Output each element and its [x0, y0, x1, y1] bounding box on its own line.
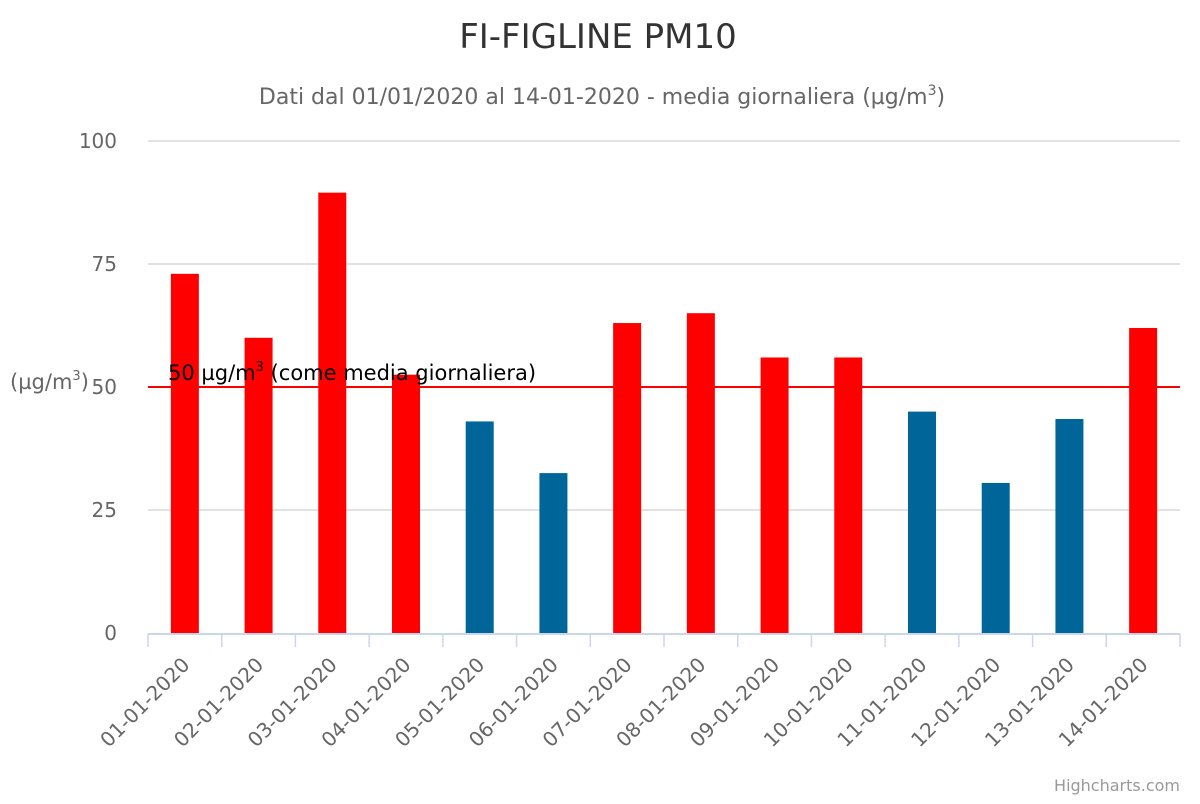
bar[interactable]: [465, 421, 494, 633]
y-tick-label: 25: [92, 498, 117, 522]
y-tick-label: 50: [92, 375, 117, 399]
bar[interactable]: [539, 473, 568, 633]
x-axis-ticks: [147, 634, 1181, 647]
grid-lines: [148, 140, 1180, 511]
bar[interactable]: [908, 411, 936, 633]
y-axis-tick-labels: 0 25 50 75 100: [79, 129, 117, 645]
credits-link[interactable]: Highcharts.com: [1054, 776, 1180, 795]
bar[interactable]: [170, 273, 199, 633]
bar[interactable]: [686, 313, 715, 633]
bar[interactable]: [760, 357, 789, 633]
bar[interactable]: [981, 482, 1010, 633]
y-tick-label: 100: [79, 129, 117, 153]
chart-subtitle: Dati dal 01/01/2020 al 14-01-2020 - medi…: [259, 83, 945, 110]
bar[interactable]: [834, 357, 863, 633]
y-tick-label: 0: [104, 621, 117, 645]
bar[interactable]: [1129, 327, 1158, 633]
threshold-label: 50 µg/m3 (come media giornaliera): [168, 360, 536, 385]
bar[interactable]: [1055, 418, 1084, 633]
bar[interactable]: [613, 323, 642, 633]
bar[interactable]: [318, 192, 347, 633]
x-axis-tick-labels: 01-01-202002-01-202003-01-202004-01-2020…: [95, 653, 1152, 752]
chart-title: FI-FIGLINE PM10: [459, 17, 737, 57]
y-tick-label: 75: [92, 252, 117, 276]
bar[interactable]: [392, 374, 420, 633]
y-axis-label: (µg/m3): [10, 369, 89, 394]
bars: [170, 192, 1158, 633]
